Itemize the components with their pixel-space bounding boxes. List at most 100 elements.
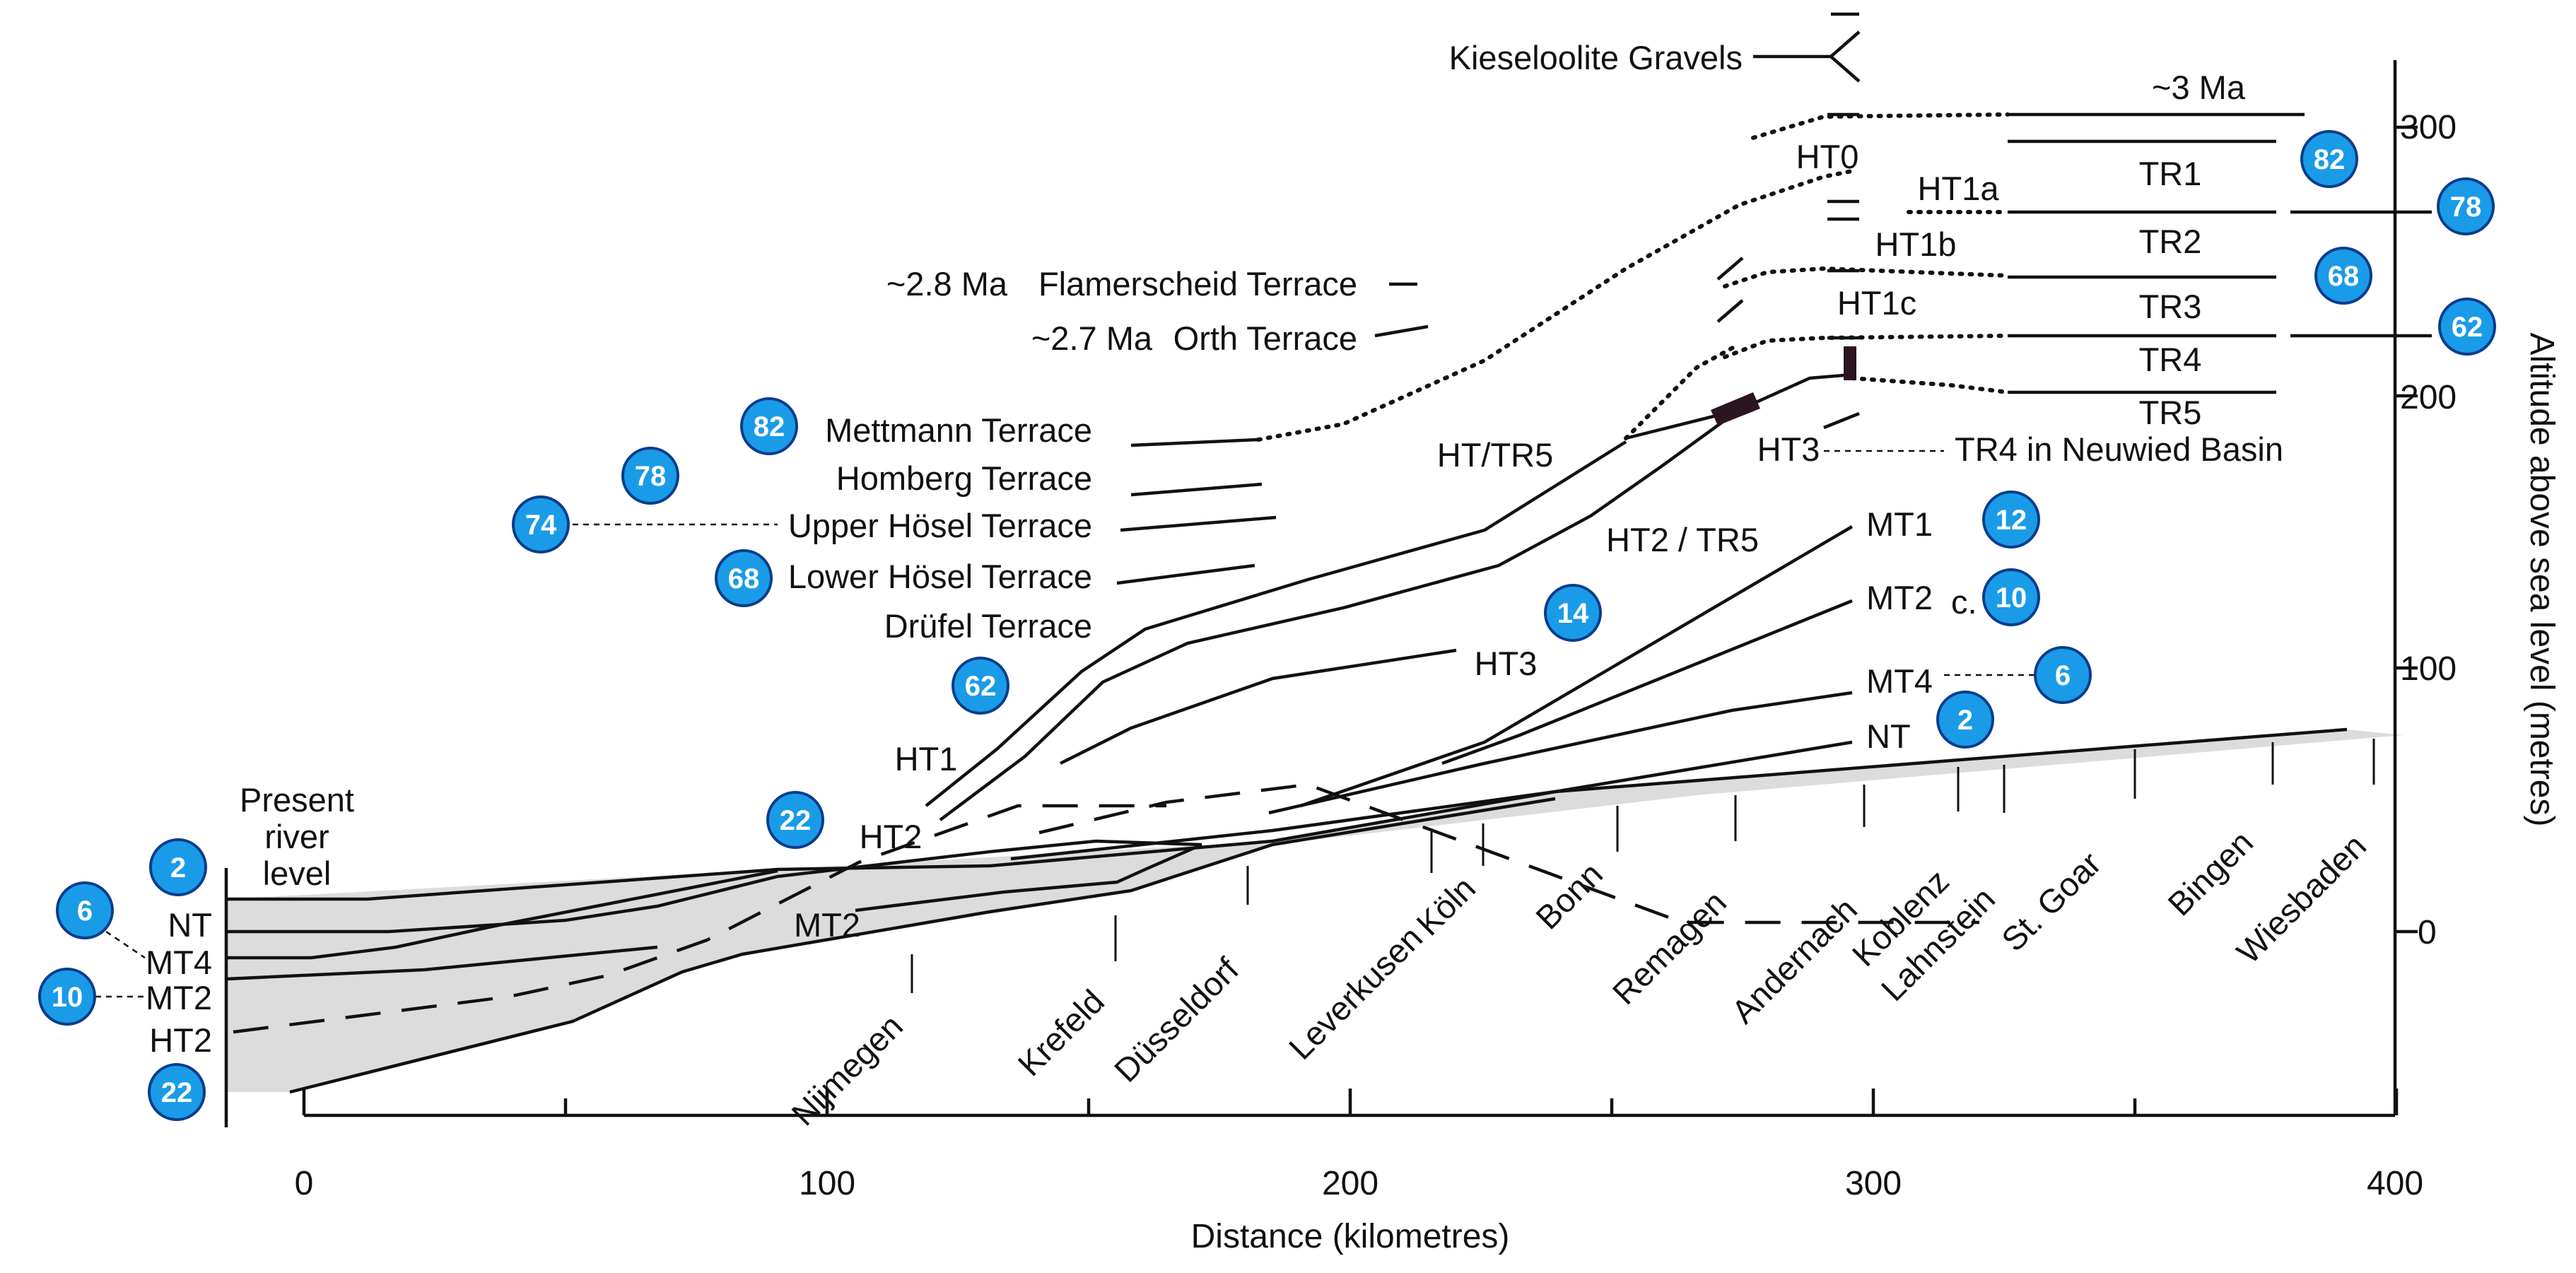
fill-base-line	[289, 797, 1556, 1094]
ht3-mid-label: HT3	[1475, 645, 1538, 682]
ht2-dashed-right	[1038, 782, 1979, 925]
mt2-mid-label: MT2	[794, 906, 860, 944]
orth-dash	[1374, 324, 1429, 338]
present-label-1: Present	[240, 781, 354, 819]
ht1b-dotted	[1723, 266, 2010, 288]
y-tick-labels: 0 100 200 300	[2400, 109, 2457, 951]
nt-right-label: NT	[1866, 717, 1911, 755]
nt-line	[1010, 740, 1853, 861]
x-axis-title: Distance (kilometres)	[1191, 1218, 1510, 1255]
x-tick-labels: 0 100 200 300 400	[295, 1165, 2423, 1202]
mettmann-leader	[1130, 438, 1259, 447]
kieseloolite-label: Kieseloolite Gravels	[1449, 39, 1743, 76]
place-label: St. Goar	[1994, 845, 2108, 958]
place-label: Köln	[1409, 869, 1482, 943]
upper-hosel-leader	[1120, 515, 1277, 532]
ht0-label: HT0	[1796, 138, 1859, 175]
number-badge-label: 6	[2055, 660, 2071, 691]
number-badge	[1982, 491, 2040, 548]
place-label: Düsseldorf	[1107, 950, 1246, 1089]
lower-hosel-leader	[1116, 563, 1255, 585]
ht2-line	[939, 372, 1853, 821]
ht3-slash	[1823, 411, 1860, 430]
place-label: Andernach	[1724, 891, 1864, 1031]
number-badge-label: 62	[2452, 312, 2483, 343]
number-badge	[1544, 584, 1602, 642]
homberg-leader	[1130, 482, 1263, 497]
kieseloolite-leader	[1753, 12, 1861, 83]
ht0-dotted	[1751, 112, 2010, 140]
ht2-tr5-label: HT2 / TR5	[1606, 521, 1759, 558]
ht2-left-label: HT2	[149, 1021, 212, 1059]
y-axis-title: Altitude above sea level (metres)	[2523, 333, 2560, 827]
number-badge	[2438, 298, 2496, 356]
left-mt4-line	[226, 869, 778, 960]
homberg-label: Homberg Terrace	[836, 459, 1092, 497]
ht0-slash-2	[1716, 299, 1744, 323]
tr4-marker	[1844, 346, 1856, 380]
number-badge	[621, 447, 679, 505]
number-badge-label: 12	[1996, 505, 2027, 536]
ht2-label: HT2	[860, 818, 923, 855]
tr4-label: TR4	[2139, 341, 2202, 378]
number-badge	[512, 495, 570, 553]
ht2-tr5-dotted	[1624, 342, 1741, 440]
mt2-left-label: MT2	[146, 979, 212, 1016]
ht2-dashed	[233, 804, 1166, 1034]
number-badge-label: 68	[2328, 261, 2360, 292]
ht1-label: HT1	[895, 740, 958, 778]
left-nt-line	[226, 839, 1202, 934]
ht1b-label: HT1b	[1875, 225, 1957, 263]
place-label: Remagen	[1605, 884, 1733, 1012]
mt4-left-label: MT4	[146, 944, 212, 981]
ma27-label: ~2.7 Ma	[1031, 319, 1153, 357]
number-badge-label: 10	[52, 982, 83, 1013]
place-label: Krefeld	[1010, 982, 1111, 1084]
number-badge	[38, 968, 96, 1026]
place-label: Bonn	[1528, 855, 1610, 937]
ht0-slash-1	[1716, 257, 1744, 281]
number-badge-label: 78	[635, 461, 667, 492]
mettmann-dotted	[1256, 169, 1854, 442]
number-badge-label: 22	[161, 1077, 193, 1108]
number-badge	[2314, 247, 2372, 305]
number-badge	[2034, 646, 2092, 704]
number-badge-label: 78	[2450, 192, 2482, 223]
mt4-line	[1268, 691, 1853, 815]
number-badge	[766, 791, 824, 849]
number-badge-label: 2	[1957, 705, 1973, 736]
number-badge	[740, 397, 798, 455]
mt2-line	[1441, 599, 1853, 765]
number-badge-label: 68	[728, 563, 760, 594]
number-badge-label: 62	[965, 671, 997, 702]
number-badge-label: 22	[780, 805, 812, 836]
present-label-2: river	[264, 818, 329, 855]
number-badge-label: 6	[77, 896, 93, 927]
tr1-label: TR1	[2139, 155, 2202, 192]
x-tick-label: 300	[1845, 1165, 1902, 1202]
number-badge	[2437, 177, 2495, 235]
valley-fill	[226, 729, 2404, 1092]
number-badge-label: 14	[1557, 598, 1589, 629]
mt4-right-label: MT4	[1866, 662, 1933, 700]
upper-hosel-label: Upper Hösel Terrace	[788, 507, 1092, 544]
tr4-neuwied-label: TR4 in Neuwied Basin	[1955, 430, 2283, 468]
left-nt-fine-leader	[105, 930, 146, 959]
number-badge-label: 82	[754, 411, 785, 442]
number-badge	[2300, 130, 2358, 188]
terrace-labels: Kieseloolite Gravels ~3 Ma ~2.8 Ma Flame…	[146, 39, 2283, 1059]
y-tick-label: 0	[2418, 914, 2437, 951]
x-tick-label: 200	[1322, 1165, 1378, 1202]
y-tick-label: 100	[2400, 650, 2457, 688]
tr5-label: TR5	[2139, 394, 2202, 431]
ht3-line	[1059, 648, 1457, 765]
y-tick-label: 300	[2400, 109, 2457, 146]
x-tick-label: 400	[2367, 1165, 2423, 1202]
number-badge	[715, 549, 773, 607]
mettmann-label: Mettmann Terrace	[825, 411, 1092, 449]
present-label-3: level	[263, 855, 332, 892]
nt-left-label: NT	[168, 906, 212, 944]
number-badge-label: 2	[170, 852, 186, 884]
ht3-top-label: HT3	[1757, 430, 1820, 468]
